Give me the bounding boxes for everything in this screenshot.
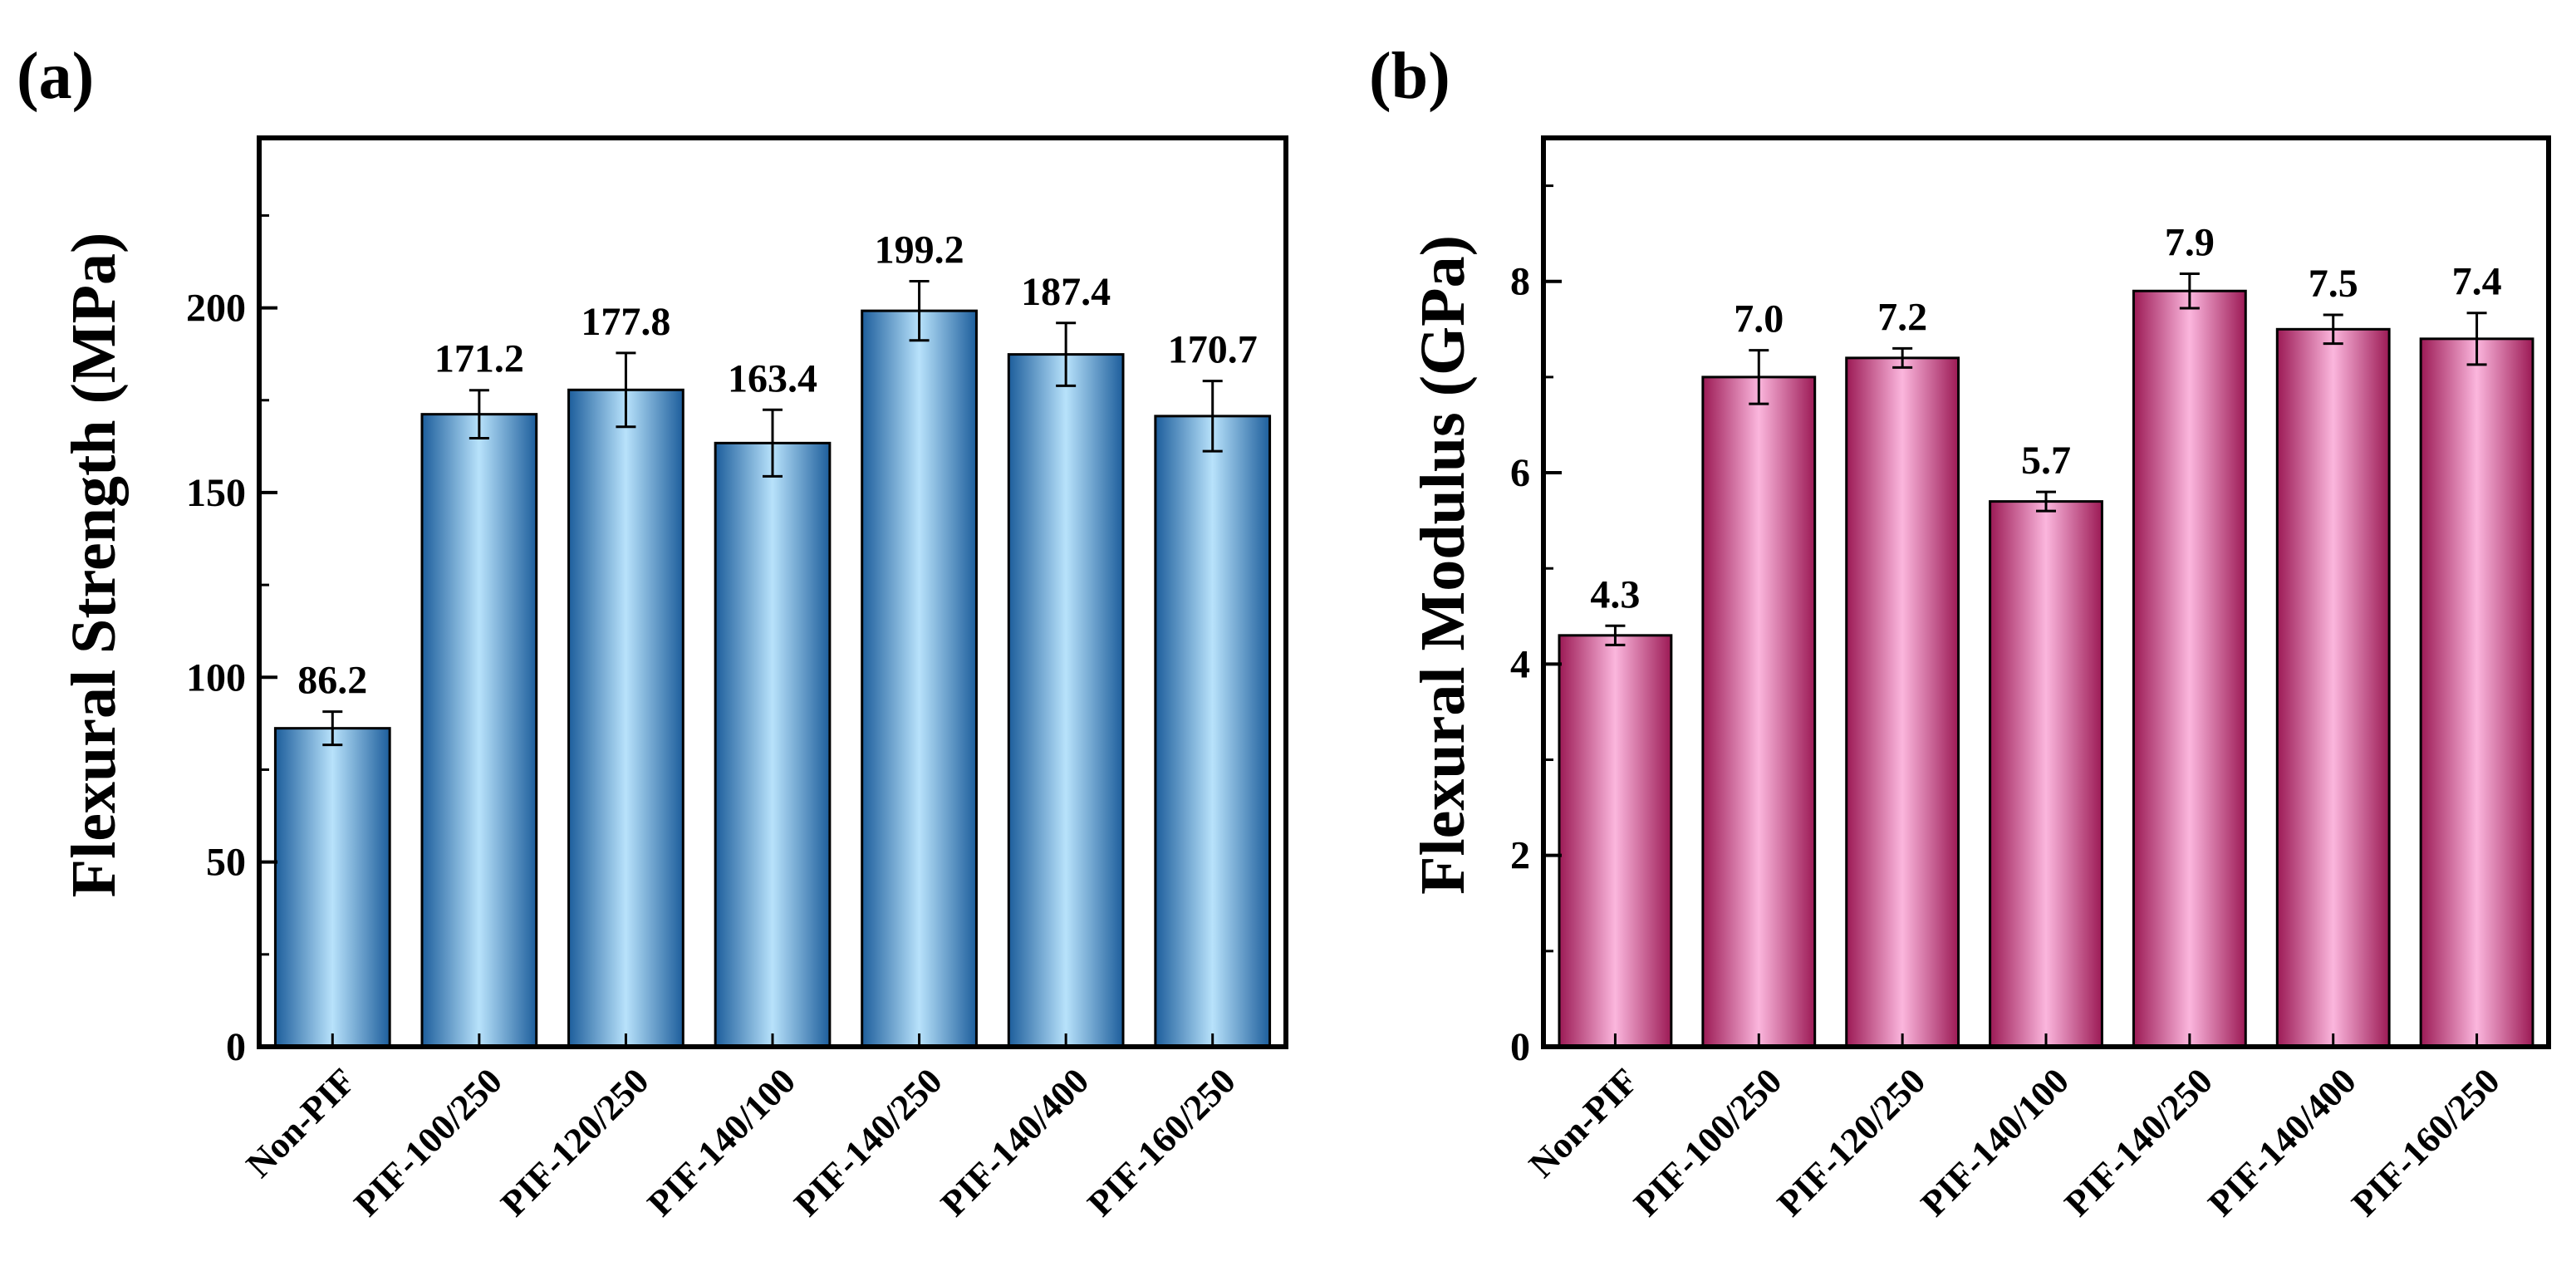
panel-a-category-label-1: PIF-100/250 xyxy=(346,1060,510,1224)
panel-a-ytick-label-1: 50 xyxy=(206,841,246,885)
panel-a-category-label-2: PIF-120/250 xyxy=(493,1060,656,1224)
panel-b-bar-3 xyxy=(1989,500,2103,1048)
panel-b-category-label-6: PIF-160/250 xyxy=(2344,1060,2508,1224)
panel-b-ytick-label-4: 8 xyxy=(1510,260,1530,304)
panel-b-value-label-3: 5.7 xyxy=(2021,439,2071,483)
panel-a-ytick-label-4: 200 xyxy=(186,287,246,331)
panel-b-plot-frame xyxy=(1541,135,2551,1049)
panel-b-bar-5 xyxy=(2275,327,2391,1048)
panel-b-y-axis-title: Flexural Modulus (GPa) xyxy=(1408,235,1478,895)
panel-a-category-label-3: PIF-140/100 xyxy=(640,1060,803,1224)
panel-b: (b) Flexural Modulus (GPa) 4.3 7.0 7.2 5.7 7… xyxy=(1369,40,2551,1225)
panel-a-value-label-2: 177.8 xyxy=(581,300,670,344)
panel-b-error-bar-2 xyxy=(1892,346,1913,369)
panel-b-ytick-label-0: 0 xyxy=(1510,1025,1530,1069)
panel-b-category-label-5: PIF-140/400 xyxy=(2201,1060,2364,1224)
panel-a-error-bar-4 xyxy=(909,280,930,342)
panel-a-letter: (a) xyxy=(17,40,94,113)
panel-a-value-label-5: 187.4 xyxy=(1021,270,1111,314)
panel-a-error-bar-3 xyxy=(763,408,783,478)
panel-b-ytick-label-2: 4 xyxy=(1510,642,1530,686)
panel-a-error-bar-2 xyxy=(616,351,636,429)
panel-a-error-bar-5 xyxy=(1056,322,1077,387)
panel-a-category-label-6: PIF-160/250 xyxy=(1080,1060,1244,1224)
panel-b-error-bar-3 xyxy=(2036,490,2056,513)
panel-a-error-bar-0 xyxy=(322,710,343,747)
panel-a: (a) Flexural Strength (MPa) 86.2 171.2 177… xyxy=(17,40,1288,1225)
panel-a-bar-0 xyxy=(273,727,391,1048)
panel-b-bar-4 xyxy=(2132,289,2247,1048)
panel-b-value-label-6: 7.4 xyxy=(2452,260,2502,304)
panel-b-bar-6 xyxy=(2419,337,2534,1048)
panel-b-category-label-0: Non-PIF xyxy=(1521,1060,1646,1185)
panel-a-category-label-5: PIF-140/400 xyxy=(933,1060,1097,1224)
panel-b-bar-1 xyxy=(1701,375,1817,1048)
panel-a-bar-4 xyxy=(861,309,978,1048)
panel-b-category-label-2: PIF-120/250 xyxy=(1769,1060,1933,1224)
panel-b-error-bar-1 xyxy=(1749,349,1769,405)
panel-a-bar-6 xyxy=(1154,415,1272,1048)
panel-a-bar-1 xyxy=(420,413,538,1048)
panel-a-ytick-label-2: 100 xyxy=(186,655,246,699)
panel-a-value-label-0: 86.2 xyxy=(297,659,367,703)
panel-a-bar-2 xyxy=(567,388,684,1048)
panel-a-value-label-4: 199.2 xyxy=(875,228,964,272)
panel-b-category-label-4: PIF-140/250 xyxy=(2057,1060,2220,1224)
panel-a-category-label-4: PIF-140/250 xyxy=(787,1060,950,1224)
panel-b-category-label-1: PIF-100/250 xyxy=(1626,1060,1789,1224)
panel-b-value-label-4: 7.9 xyxy=(2165,221,2215,265)
panel-a-bar-5 xyxy=(1007,353,1125,1048)
panel-b-value-label-5: 7.5 xyxy=(2309,262,2358,306)
panel-b-error-bar-4 xyxy=(2179,272,2200,310)
panel-b-value-label-0: 4.3 xyxy=(1590,572,1640,616)
panel-a-value-label-1: 171.2 xyxy=(434,337,524,381)
panel-a-category-label-0: Non-PIF xyxy=(238,1060,363,1185)
panel-b-error-bar-5 xyxy=(2323,313,2343,346)
panel-a-ytick-label-3: 150 xyxy=(186,471,246,515)
panel-b-value-label-2: 7.2 xyxy=(1877,295,1927,339)
panel-b-category-label-3: PIF-140/100 xyxy=(1913,1060,2077,1224)
panel-a-error-bar-6 xyxy=(1202,380,1223,453)
panel-a-value-label-3: 163.4 xyxy=(728,356,817,400)
panel-b-ytick-label-1: 2 xyxy=(1510,834,1530,878)
panel-a-y-axis-title: Flexural Strength (MPa) xyxy=(59,233,129,898)
panel-b-bar-0 xyxy=(1558,634,1673,1048)
panel-b-error-bar-6 xyxy=(2466,312,2487,366)
panel-a-plot-frame xyxy=(257,135,1288,1049)
panel-b-letter: (b) xyxy=(1369,40,1450,113)
panel-a-ytick-label-0: 0 xyxy=(226,1025,246,1069)
panel-a-value-label-6: 170.7 xyxy=(1168,328,1258,372)
panel-b-bar-2 xyxy=(1845,356,1960,1048)
panel-b-ytick-label-3: 6 xyxy=(1510,451,1530,495)
panel-a-error-bar-1 xyxy=(469,389,489,440)
panel-a-bar-3 xyxy=(714,441,832,1048)
panel-b-value-label-1: 7.0 xyxy=(1734,297,1784,341)
panel-b-error-bar-0 xyxy=(1605,624,1626,646)
